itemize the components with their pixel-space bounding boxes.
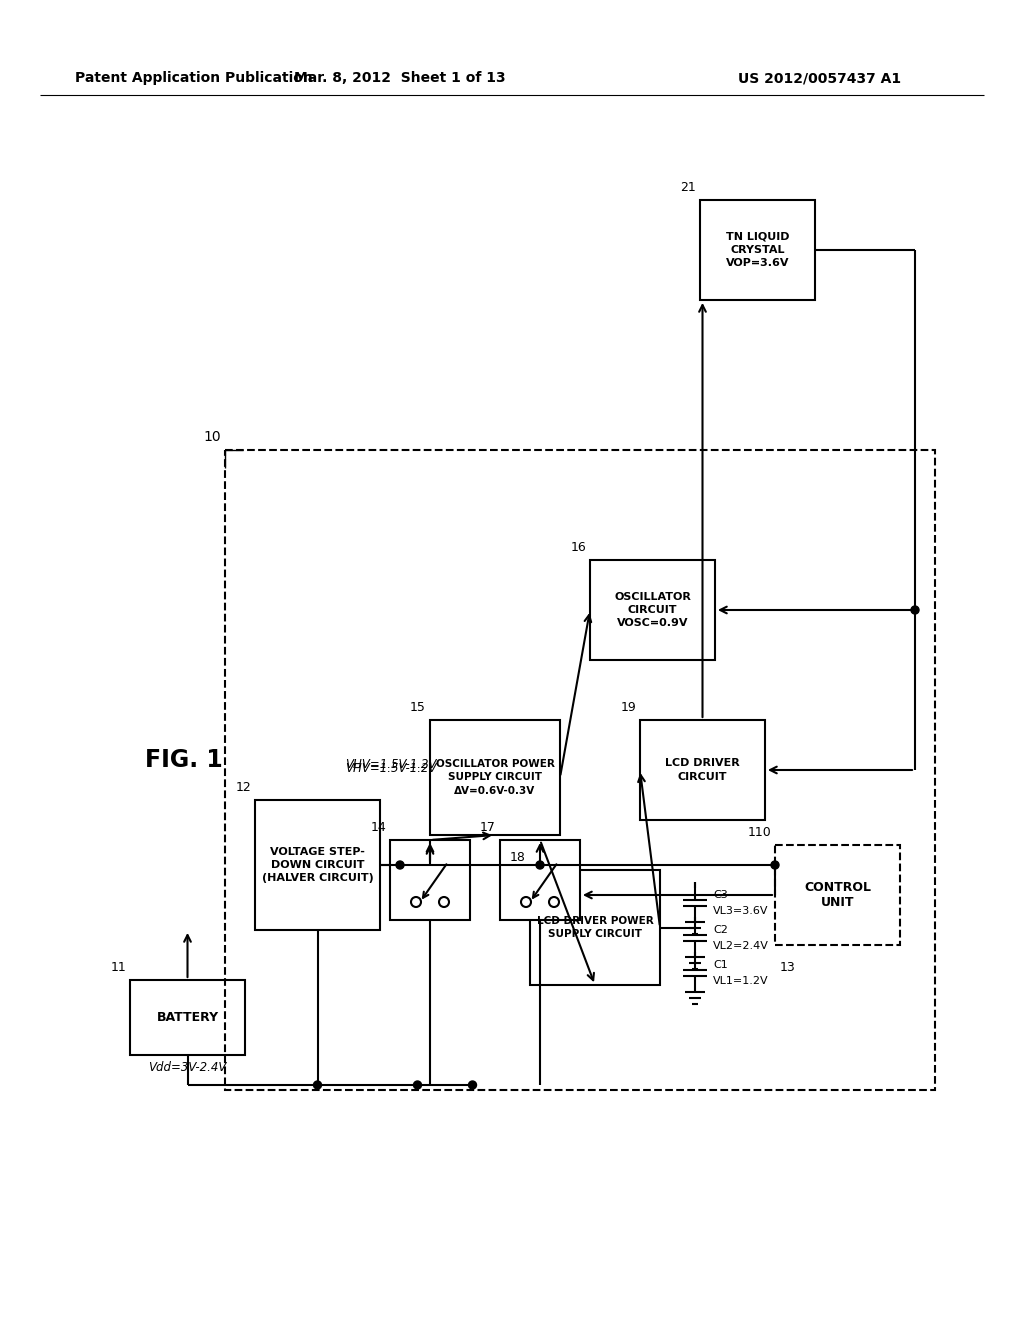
Text: 12: 12 [236,781,251,795]
Text: LCD DRIVER POWER
SUPPLY CIRCUIT: LCD DRIVER POWER SUPPLY CIRCUIT [537,916,653,939]
Circle shape [414,1081,422,1089]
Text: Vdd=3V-2.4V: Vdd=3V-2.4V [148,1061,226,1074]
Text: TN LIQUID
CRYSTAL
VOP=3.6V: TN LIQUID CRYSTAL VOP=3.6V [726,232,790,268]
Text: LCD DRIVER
CIRCUIT: LCD DRIVER CIRCUIT [666,759,740,781]
Bar [390,840,470,920]
Text: Patent Application Publication: Patent Application Publication [75,71,312,84]
Text: CONTROL
UNIT: CONTROL UNIT [804,880,871,909]
Text: C2: C2 [713,925,728,935]
Bar [130,979,245,1055]
Text: C3: C3 [713,890,728,900]
Bar [775,845,900,945]
Text: FIG. 1: FIG. 1 [145,748,223,772]
Bar [255,800,380,931]
Text: VL3=3.6V: VL3=3.6V [713,906,768,916]
Circle shape [536,861,544,869]
Text: 16: 16 [570,541,586,554]
Text: 110: 110 [748,826,771,840]
Text: 19: 19 [621,701,636,714]
Bar [225,450,935,1090]
Bar [500,840,580,920]
Bar [590,560,715,660]
Text: 18: 18 [510,851,526,865]
Text: 13: 13 [780,961,796,974]
Circle shape [469,1081,476,1089]
Text: BATTERY: BATTERY [157,1011,218,1024]
Text: 11: 11 [111,961,126,974]
Text: 10: 10 [204,430,221,444]
Text: 15: 15 [411,701,426,714]
Circle shape [396,861,404,869]
Text: VL2=2.4V: VL2=2.4V [713,941,769,950]
Text: VL1=1.2V: VL1=1.2V [713,975,769,986]
Bar [700,201,815,300]
Text: VOLTAGE STEP-
DOWN CIRCUIT
(HALVER CIRCUIT): VOLTAGE STEP- DOWN CIRCUIT (HALVER CIRCU… [261,847,374,883]
Text: VHV=1.5V-1.2V: VHV=1.5V-1.2V [345,762,436,775]
Text: Mar. 8, 2012  Sheet 1 of 13: Mar. 8, 2012 Sheet 1 of 13 [294,71,506,84]
Bar [530,870,660,985]
Circle shape [771,861,779,869]
Text: US 2012/0057437 A1: US 2012/0057437 A1 [738,71,901,84]
Text: C1: C1 [713,960,728,970]
Bar [430,719,560,836]
Bar [640,719,765,820]
Text: VHV=1.5V-1.2V: VHV=1.5V-1.2V [345,758,436,771]
Circle shape [911,606,919,614]
Text: OSCILLATOR POWER
SUPPLY CIRCUIT
ΔV=0.6V-0.3V: OSCILLATOR POWER SUPPLY CIRCUIT ΔV=0.6V-… [435,759,554,796]
Circle shape [313,1081,322,1089]
Text: 14: 14 [371,821,386,834]
Text: 17: 17 [480,821,496,834]
Text: 21: 21 [680,181,696,194]
Text: OSCILLATOR
CIRCUIT
VOSC=0.9V: OSCILLATOR CIRCUIT VOSC=0.9V [614,591,691,628]
